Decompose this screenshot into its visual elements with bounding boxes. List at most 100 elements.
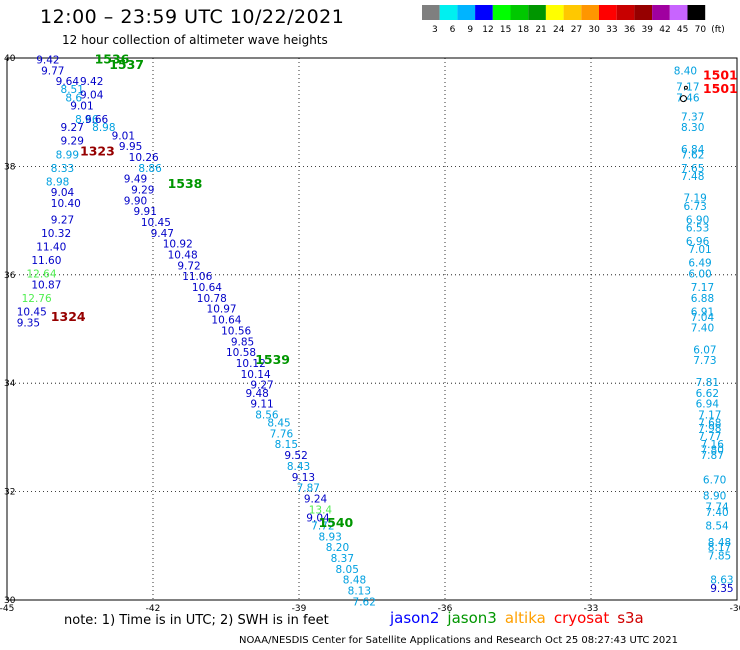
wave-height-value: 7.98: [698, 423, 721, 435]
wave-height-value: 7.40: [691, 323, 714, 335]
wave-height-value: 7.73: [693, 355, 716, 367]
scale-label: 15: [500, 25, 511, 35]
wave-height-value: 7.46: [676, 92, 700, 104]
wave-height-value: 7.74: [705, 502, 729, 514]
y-tick-label: 40: [4, 54, 16, 64]
scale-label: 3: [432, 25, 438, 35]
scale-swatch: [439, 5, 458, 20]
wave-height-value: 9.13: [292, 472, 315, 484]
scale-label: 45: [677, 25, 688, 35]
scale-label: 30: [588, 25, 600, 35]
scale-label: 9: [467, 25, 473, 35]
wave-height-value: 8.05: [336, 564, 359, 576]
wave-height-value: 10.92: [163, 239, 193, 251]
scale-swatch: [510, 5, 529, 20]
wave-height-value: 9.49: [124, 174, 147, 186]
satellite-legend-item: altika: [504, 609, 546, 627]
wave-height-value: 6.84: [681, 144, 705, 156]
wave-height-value: 9.04: [80, 90, 104, 102]
scale-swatch: [528, 5, 546, 20]
x-tick-label: -36: [438, 604, 453, 614]
scale-label: 33: [606, 25, 617, 35]
wave-height-value: 8.33: [51, 163, 74, 175]
pass-time-label: 1539: [255, 352, 290, 367]
wave-height-value: 8.40: [674, 65, 697, 77]
scale-swatch: [563, 5, 582, 20]
wave-height-value: 9.85: [231, 336, 254, 348]
wave-height-value: 10.14: [241, 369, 271, 381]
wave-height-value: 9.27: [250, 380, 273, 392]
wave-height-value: 9.64: [56, 76, 80, 88]
wave-height-value: 10.12: [236, 358, 266, 370]
scale-label: 12: [482, 25, 493, 35]
scale-label: 6: [450, 25, 456, 35]
scale-swatch: [634, 5, 653, 20]
scale-swatch: [581, 5, 599, 20]
wave-height-value: 7.37: [681, 111, 704, 123]
satellite-legend-item: s3a: [617, 609, 644, 627]
scale-swatch: [652, 5, 670, 20]
scale-label: 42: [659, 25, 670, 35]
wave-height-value: 7.87: [297, 483, 320, 495]
wave-height-value: 8.48: [708, 537, 731, 549]
map-frame: [6, 57, 738, 601]
map-title: 12:00 – 23:59 UTC 10/22/2021: [40, 6, 345, 28]
wave-height-value: 9.27: [61, 122, 84, 134]
scale-label: 36: [624, 25, 636, 35]
wave-height-color-scale: 3 6 9 12 15 18 21 24 27 30 33 36 39 42 45 70 (ft): [422, 5, 725, 35]
wave-height-value: 6.53: [686, 222, 709, 234]
scale-swatch: [545, 5, 564, 20]
scale-swatch: [616, 5, 635, 20]
wave-height-value: 9.91: [134, 206, 157, 218]
wave-height-value: 9.24: [304, 493, 328, 505]
satellite-legend: jason2 jason3 altika cryosat s3a: [390, 609, 652, 627]
wave-height-value: 10.78: [197, 293, 227, 305]
wave-height-value: 10.56: [221, 325, 251, 337]
y-tick-label: 32: [4, 488, 15, 498]
wave-height-value: 9.04: [306, 512, 330, 524]
pass-time-label: 1536: [95, 51, 130, 66]
pass-time-label: 1540: [318, 515, 353, 530]
wave-height-value: 7.76: [270, 428, 294, 440]
x-tick-label: -39: [292, 604, 307, 614]
x-tick-label: -45: [0, 604, 14, 614]
wave-height-value: 6.49: [688, 258, 711, 270]
wave-height-value: 10.45: [17, 306, 47, 318]
wave-height-value: 6.94: [696, 399, 720, 411]
wave-height-value: 9.66: [85, 114, 109, 126]
wave-height-value: 7.01: [688, 244, 711, 256]
wave-height-value: 10.97: [207, 304, 237, 316]
wave-height-value: 8.20: [326, 542, 349, 554]
wave-height-value: 6.88: [691, 293, 714, 305]
scale-swatch: [475, 5, 493, 20]
wave-height-value: 9.11: [250, 399, 273, 411]
wave-height-value: 8.17: [708, 542, 731, 554]
wave-height-value: 8.86: [138, 163, 162, 175]
island-marker: [679, 95, 687, 103]
wave-height-value: 9.04: [51, 187, 75, 199]
wave-height-value: 12.76: [22, 293, 52, 305]
wave-height-value: 6.70: [703, 474, 726, 486]
scale-swatch: [422, 5, 440, 20]
wave-height-value: 6.90: [686, 214, 709, 226]
wave-height-value: 7.17: [691, 282, 714, 294]
wave-height-value: 7.68: [698, 418, 721, 430]
pass-time-label: 1537: [109, 57, 144, 72]
wave-height-value: 8.13: [348, 586, 371, 598]
wave-height-value: 11.60: [31, 255, 61, 267]
wave-height-value: 7.62: [681, 149, 704, 161]
wave-height-value: 9.29: [61, 136, 84, 148]
wave-height-value: 8.51: [61, 84, 84, 96]
satellite-legend-item: jason2: [390, 609, 440, 627]
wave-height-value: 7.80: [701, 445, 724, 457]
pass-time-label: 1501: [703, 81, 738, 96]
wave-height-value: 6.91: [691, 306, 714, 318]
scale-swatch: [457, 5, 476, 20]
wave-height-value: 7.81: [696, 377, 719, 389]
wave-height-value: 10.32: [41, 228, 71, 240]
wave-height-value: 9.35: [710, 583, 733, 595]
wave-height-value: 9.77: [41, 65, 64, 77]
wave-height-value: 7.19: [683, 193, 706, 205]
map-subtitle: 12 hour collection of altimeter wave hei…: [62, 33, 328, 47]
wave-height-value: 7.87: [701, 450, 724, 462]
